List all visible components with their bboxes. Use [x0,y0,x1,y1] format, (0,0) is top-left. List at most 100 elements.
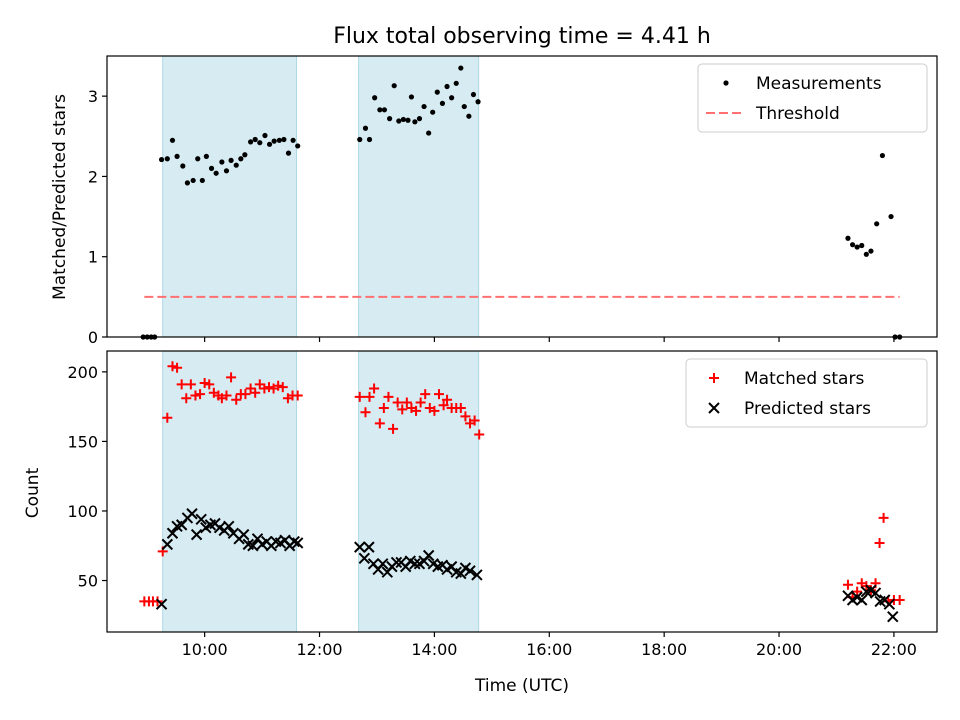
top-series0-point-41 [396,118,402,124]
x-tick-label-2: 14:00 [411,640,457,659]
top-legend-label-0: Measurements [756,74,882,94]
bottom-series0-point-56 [455,403,466,414]
top-series0-point-30 [285,150,292,156]
top-series0-point-60 [845,235,851,241]
top-series0-point-51 [439,100,446,106]
x-tick-label-1: 12:00 [296,640,342,659]
top-legend: Measurements Threshold [697,63,928,133]
bottom-series1-point-65 [883,598,896,610]
bottom-series1-point-6 [186,508,198,520]
top-series0-point-52 [444,83,450,90]
bottom-series0-point-68 [874,537,885,548]
bottom-series0-point-35 [360,407,371,418]
top-series0-point-13 [203,153,209,159]
x-tick-label-0: 10:00 [182,640,228,659]
bottom-series0-point-69 [878,512,889,523]
top-series0-point-22 [247,139,254,145]
bottom-series0-point-13 [199,377,210,388]
bottom-series0-point-9 [181,393,192,404]
top-series0-point-64 [863,251,869,257]
top-series0-point-18 [228,157,234,163]
top-series0-point-27 [271,138,277,144]
x-tick-label-4: 18:00 [641,640,687,659]
top-series0-point-28 [276,137,282,143]
bottom-series1-point-0 [155,598,168,610]
top-series0-point-31 [290,137,296,143]
top-series0-point-32 [295,143,301,149]
top-series0-point-25 [262,132,268,139]
bottom-shaded-interval-1 [358,350,480,633]
top-series0-point-55 [458,65,464,71]
legend-predicted-marker [708,402,720,414]
top-series0-point-11 [195,156,201,162]
top-series0-point-50 [434,89,440,95]
chart-title: Flux total observing time = 4.41 h [333,24,711,49]
bottom-series0-point-6 [167,361,178,372]
top-series0-point-61 [849,242,856,248]
bottom-series0-point-39 [378,403,389,414]
bottom-series0-point-34 [354,391,365,402]
bottom-series0-point-40 [383,391,394,402]
top-series0-point-5 [164,156,170,162]
top-series0-point-49 [430,109,436,115]
top-series0-point-40 [391,83,397,89]
bottom-series0-point-44 [401,397,412,408]
bottom-series0-point-38 [374,418,385,429]
top-y-tick-label-2: 2 [88,167,98,186]
top-series0-point-39 [387,116,393,122]
top-shaded-interval-1 [358,55,480,338]
top-series0-point-36 [372,95,378,101]
bottom-y-axis-label: Count [23,467,43,518]
top-series0-point-56 [461,103,467,110]
bottom-series1-point-19 [247,540,259,552]
top-series0-point-47 [421,103,427,110]
bottom-legend-box [685,358,928,428]
bottom-series0-point-60 [474,429,485,440]
top-axes-frame [106,55,938,338]
top-series0-point-34 [362,125,369,131]
top-series0-point-12 [199,177,205,184]
top-series0-point-29 [281,136,287,143]
top-series0-point-23 [252,136,258,143]
bottom-series1-point-17 [237,528,250,541]
bottom-series1-point-8 [195,513,207,526]
top-legend-box [697,63,928,133]
bottom-series1-point-66 [887,610,899,623]
top-series0-point-58 [470,91,477,98]
x-tick-label-5: 20:00 [756,640,802,659]
bottom-series1-point-54 [464,565,476,577]
bottom-series0-point-26 [259,383,270,394]
top-series0-point-15 [213,170,219,176]
bottom-series0-point-59 [469,415,480,426]
bottom-series0-point-42 [392,397,403,408]
bottom-series1-point-32 [363,541,375,553]
top-series0-point-6 [169,137,176,143]
bottom-series0-point-72 [894,595,905,606]
bottom-series0-point-14 [204,379,215,390]
bottom-series0-point-10 [185,379,196,390]
top-series0-point-10 [190,177,196,184]
bottom-series0-point-18 [221,390,232,401]
bottom-series0-point-19 [226,372,237,383]
bottom-series0-point-33 [292,390,303,401]
bottom-series0-point-57 [460,411,471,422]
top-series0-point-62 [854,244,860,250]
top-series0-point-17 [223,168,230,174]
bottom-series1-point-59 [856,594,868,606]
bottom-axes-frame [106,350,938,633]
top-series0-point-53 [449,95,455,101]
bottom-series1-point-7 [190,528,203,541]
top-series0-point-68 [888,213,894,220]
bottom-series1-point-62 [869,587,882,599]
top-y-tick-label-3: 3 [88,87,98,106]
bottom-series1-point-30 [354,541,366,553]
top-y-tick-label-0: 0 [88,328,98,347]
bottom-series1-point-1 [161,538,174,551]
bottom-series0-point-46 [411,405,422,416]
top-series0-point-8 [180,163,186,169]
bottom-series1-point-2 [166,527,179,539]
bottom-series0-point-8 [176,379,187,390]
top-series0-point-43 [405,117,411,123]
bottom-series1-point-45 [422,549,435,562]
